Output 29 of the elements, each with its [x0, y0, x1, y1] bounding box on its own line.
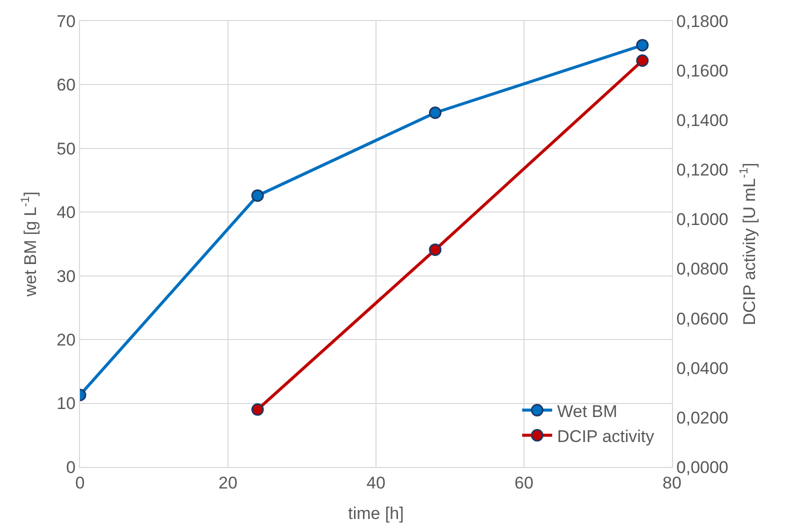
y2-tick-label: 0,0800 — [676, 260, 728, 279]
y-tick-label: 0 — [66, 458, 76, 477]
y-tick-label: 40 — [56, 203, 76, 222]
y2-tick-label: 0,1400 — [676, 111, 728, 130]
legend-label: DCIP activity — [557, 426, 655, 446]
y-tick-label: 70 — [56, 12, 76, 31]
x-tick-label: 20 — [218, 473, 238, 492]
y-tick-label: 50 — [56, 139, 76, 158]
x-axis-title: time [h] — [348, 504, 404, 523]
y2-tick-label: 0,0200 — [676, 408, 728, 428]
point — [428, 243, 442, 256]
y2-tick-label: 0,1600 — [676, 62, 728, 81]
point — [251, 189, 264, 202]
point — [636, 54, 649, 67]
y2-tick-label: 0,0400 — [676, 358, 728, 378]
y-tick-label: 60 — [56, 76, 76, 95]
point — [636, 38, 649, 52]
y2-tick-label: 0,1800 — [676, 12, 728, 31]
y-tick-label: 20 — [56, 330, 76, 350]
y-tick-label: 30 — [56, 266, 76, 286]
point — [251, 403, 264, 416]
y-tick-label: 10 — [56, 394, 76, 414]
legend-label: Wet BM — [557, 402, 618, 421]
x-tick-label: 40 — [366, 473, 386, 492]
y2-tick-label: 0,1200 — [676, 160, 728, 180]
point — [428, 106, 442, 119]
y2-tick-label: 0,0600 — [676, 309, 728, 328]
y2-tick-label: 0,1000 — [676, 210, 728, 230]
x-tick-label: 60 — [514, 473, 534, 492]
